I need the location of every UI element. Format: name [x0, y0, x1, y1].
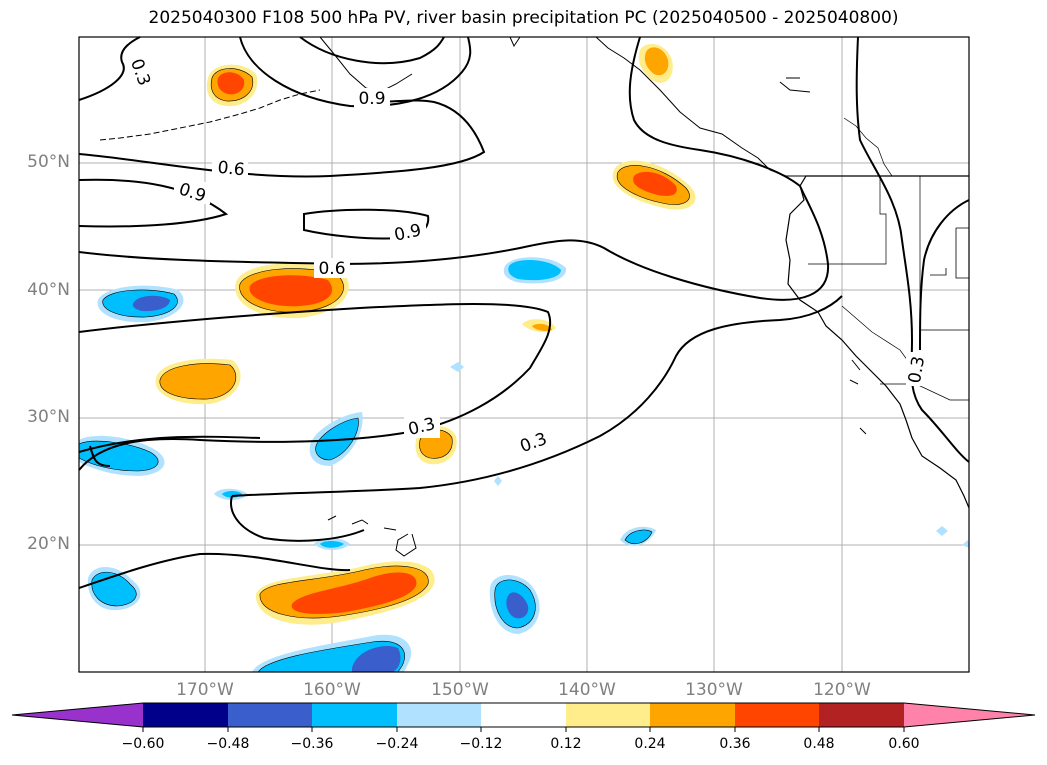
colorbar-extend-low	[12, 703, 143, 727]
lon-label-130w: 130°W	[685, 680, 743, 700]
contour-label-2: 0.6	[217, 158, 246, 181]
pos-blob-57n-168w	[206, 64, 258, 107]
colorbar-cell-2	[228, 703, 312, 727]
colorbar-tick-1: −0.48	[206, 736, 250, 752]
lon-label-170w: 170°W	[176, 680, 234, 700]
lon-label-140w: 140°W	[558, 680, 616, 700]
neg-blob-28n-158w	[309, 412, 363, 466]
lat-label-40n: 40°N	[27, 280, 70, 300]
colorbar-extend-high	[904, 703, 1035, 727]
colorbar-tick-3: −0.24	[375, 736, 419, 752]
colorbar-tick-2: −0.36	[290, 736, 334, 752]
neg-blob-14n-144w	[489, 574, 540, 634]
colorbar-cell-5	[481, 703, 566, 727]
colorbar-cell-8	[735, 703, 819, 727]
colorbar-cell-7	[650, 703, 735, 727]
pos-blob-48n-134w	[612, 160, 696, 210]
pos-blob-16n-157w	[255, 561, 435, 625]
colorbar-tick-7: 0.36	[719, 736, 751, 752]
lon-label-160w: 160°W	[303, 680, 361, 700]
colorbar-tick-6: 0.24	[634, 736, 666, 752]
map-title: 2025040300 F108 500 hPa PV, river basin …	[148, 8, 899, 28]
gridlines	[79, 37, 969, 672]
contour-label-8: 0.3	[905, 355, 929, 385]
pos-blob-32n-170w	[155, 358, 241, 405]
colorbar-tick-0: −0.60	[121, 736, 165, 752]
colorbar-cell-6	[566, 703, 650, 727]
contour-label-5: 0.6	[318, 259, 345, 279]
colorbar-cell-3	[312, 703, 397, 727]
map-plot-area	[78, 36, 970, 673]
colorbar-cell-9	[819, 703, 904, 727]
lon-label-120w: 120°W	[813, 680, 871, 700]
pos-blob-37n-145w	[522, 319, 556, 333]
neg-blob-small-features	[214, 362, 969, 550]
colorbar	[11, 702, 1036, 732]
neg-blob-12n-158w	[252, 634, 412, 673]
colorbar-tick-4: −0.12	[459, 736, 503, 752]
neg-blob-39n-172w	[97, 285, 184, 323]
neg-blob-42n-143w	[503, 257, 567, 284]
lon-label-150w: 150°W	[431, 680, 489, 700]
colorbar-tick-9: 0.60	[888, 736, 920, 752]
colorbar-tick-8: 0.48	[803, 736, 835, 752]
plot-background	[79, 37, 969, 672]
contour-labels: 0.3 0.9 0.6 0.9 0.9 0.6 0.3 0.3 0.3	[126, 56, 930, 457]
colorbar-cell-4	[397, 703, 481, 727]
colorbar-cell-1	[143, 703, 228, 727]
pos-blob-56n-135w	[638, 44, 673, 83]
contour-label-1: 0.9	[358, 89, 385, 109]
lat-label-20n: 20°N	[27, 534, 70, 554]
coastlines	[99, 36, 970, 557]
map-frame	[78, 36, 970, 673]
lat-label-50n: 50°N	[27, 152, 70, 172]
lat-label-30n: 30°N	[27, 407, 70, 427]
positive-pc-blobs	[155, 44, 696, 625]
colorbar-tick-5: 0.12	[550, 736, 582, 752]
